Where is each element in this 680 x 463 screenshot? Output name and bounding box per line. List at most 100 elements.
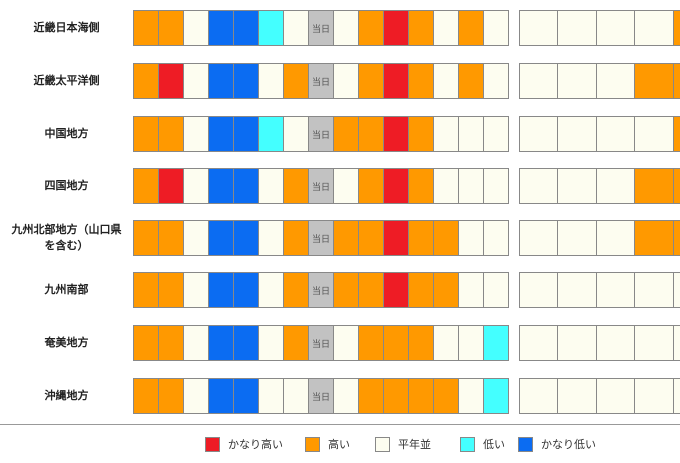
day-cell <box>233 325 259 361</box>
day-cell <box>133 10 159 46</box>
week-cell <box>634 10 674 46</box>
day-cell <box>233 378 259 414</box>
day-cell <box>183 116 209 152</box>
day-cell <box>333 10 359 46</box>
day-cell <box>408 116 434 152</box>
legend-swatch <box>518 436 533 452</box>
week-cell <box>672 325 680 361</box>
region-label: 奄美地方 <box>44 336 89 349</box>
day-cell <box>183 10 209 46</box>
day-cell <box>208 272 234 308</box>
week-cell <box>595 220 636 256</box>
day-cell <box>233 168 259 204</box>
day-cell <box>258 220 284 256</box>
day-cell <box>458 220 484 256</box>
day-cell <box>208 220 234 256</box>
day-cell <box>333 378 359 414</box>
day-cell <box>358 272 384 308</box>
week-cell <box>595 168 636 204</box>
day-cell <box>408 63 434 99</box>
day-cell <box>283 378 309 414</box>
week-cell <box>595 63 636 99</box>
day-cell <box>208 378 234 414</box>
day-cell <box>258 272 284 308</box>
day-cell <box>483 63 509 99</box>
week-cell <box>672 220 680 256</box>
day-cell <box>183 168 209 204</box>
day-cell <box>233 116 259 152</box>
day-cell <box>133 63 159 99</box>
day-cell <box>283 272 309 308</box>
legend-swatch <box>205 436 220 452</box>
week-cell <box>557 116 597 152</box>
week-cell <box>557 220 597 256</box>
day-cell <box>158 116 184 152</box>
day-cell <box>258 378 284 414</box>
day-cell <box>483 168 509 204</box>
day-cell <box>333 272 359 308</box>
week-cell <box>672 63 680 99</box>
day-cell <box>133 378 159 414</box>
day-cell <box>408 325 434 361</box>
today-label: 当日 <box>311 286 330 297</box>
day-cell <box>133 220 159 256</box>
day-cell <box>208 325 234 361</box>
day-cell <box>333 63 359 99</box>
day-cell <box>408 168 434 204</box>
today-label: 当日 <box>311 234 330 245</box>
day-cell <box>233 10 259 46</box>
day-cell <box>458 272 484 308</box>
week-cell <box>672 378 680 414</box>
legend-item: かなり低い <box>518 436 596 452</box>
day-cell <box>383 10 409 46</box>
day-cell <box>133 168 159 204</box>
legend-swatch <box>305 436 320 452</box>
day-cell <box>233 220 259 256</box>
region-label: 四国地方 <box>44 179 89 192</box>
day-cell <box>433 116 459 152</box>
day-cell <box>358 220 384 256</box>
day-cell <box>483 10 509 46</box>
day-cell <box>258 116 284 152</box>
day-cell <box>358 10 384 46</box>
day-cell <box>158 10 184 46</box>
day-cell <box>283 116 309 152</box>
day-cell <box>258 10 284 46</box>
day-cell <box>333 325 359 361</box>
day-cell <box>233 63 259 99</box>
today-cell: 当日 <box>308 220 334 256</box>
week-cell <box>557 272 597 308</box>
day-cell <box>483 220 509 256</box>
day-cell <box>133 272 159 308</box>
day-cell <box>458 168 484 204</box>
legend-swatch <box>375 436 390 452</box>
week-cell <box>595 272 636 308</box>
week-cell <box>519 10 559 46</box>
day-cell <box>383 325 409 361</box>
day-cell <box>258 325 284 361</box>
legend-label: 平年並 <box>398 438 431 451</box>
today-label: 当日 <box>311 392 330 403</box>
week-cell <box>595 116 636 152</box>
today-label: 当日 <box>311 77 330 88</box>
region-label: 沖縄地方 <box>44 389 89 402</box>
day-cell <box>433 63 459 99</box>
week-cell <box>519 220 559 256</box>
week-cell <box>519 168 559 204</box>
day-cell <box>283 10 309 46</box>
week-cell <box>634 272 674 308</box>
day-cell <box>258 168 284 204</box>
week-cell <box>595 378 636 414</box>
week-cell <box>672 10 680 46</box>
day-cell <box>433 325 459 361</box>
day-cell <box>483 116 509 152</box>
day-cell <box>133 116 159 152</box>
week-cell <box>672 272 680 308</box>
legend-label: かなり低い <box>541 438 596 451</box>
week-cell <box>557 378 597 414</box>
legend-item: 低い <box>460 436 505 452</box>
day-cell <box>483 325 509 361</box>
day-cell <box>483 272 509 308</box>
today-label: 当日 <box>311 339 330 350</box>
today-label: 当日 <box>311 182 330 193</box>
